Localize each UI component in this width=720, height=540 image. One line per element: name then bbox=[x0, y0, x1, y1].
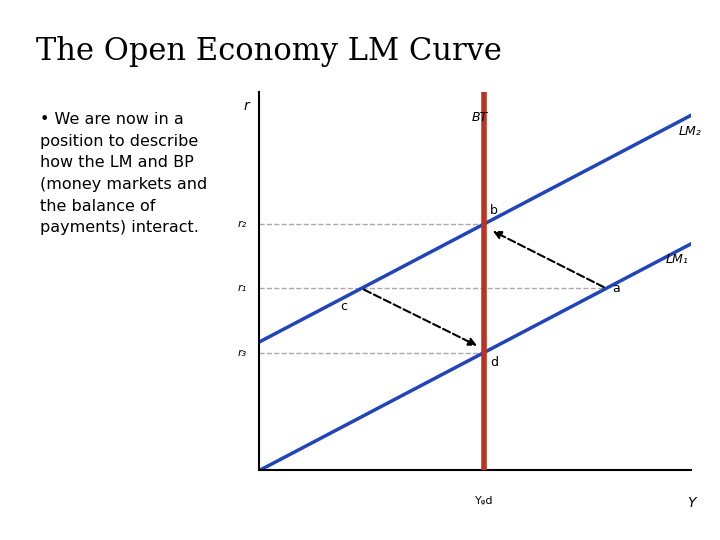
Text: The Open Economy LM Curve: The Open Economy LM Curve bbox=[36, 36, 502, 67]
Text: a: a bbox=[613, 282, 621, 295]
Text: Yᵩd: Yᵩd bbox=[474, 496, 493, 507]
Text: r₃: r₃ bbox=[237, 348, 246, 357]
Text: b: b bbox=[490, 204, 498, 217]
Text: BT: BT bbox=[472, 111, 487, 124]
Text: Use with: Use with bbox=[334, 500, 386, 510]
Text: r: r bbox=[243, 99, 249, 113]
Text: Y: Y bbox=[687, 496, 696, 510]
Text: LM₂: LM₂ bbox=[678, 125, 701, 138]
Text: r₁: r₁ bbox=[237, 284, 246, 293]
Text: LM₁: LM₁ bbox=[665, 253, 688, 266]
Text: by Graeme Chamberlin and Linda Yueh ISBN 1-84480-042-1: by Graeme Chamberlin and Linda Yueh ISBN… bbox=[193, 515, 527, 525]
Text: c: c bbox=[341, 300, 348, 313]
Text: © 2006 Cengage Learning: © 2006 Cengage Learning bbox=[286, 529, 434, 539]
Text: r₂: r₂ bbox=[237, 219, 246, 229]
Text: d: d bbox=[490, 356, 498, 369]
Text: Use with Macroeconomics: Use with Macroeconomics bbox=[287, 500, 433, 510]
Text: • We are now in a
position to describe
how the LM and BP
(money markets and
the : • We are now in a position to describe h… bbox=[40, 112, 207, 235]
